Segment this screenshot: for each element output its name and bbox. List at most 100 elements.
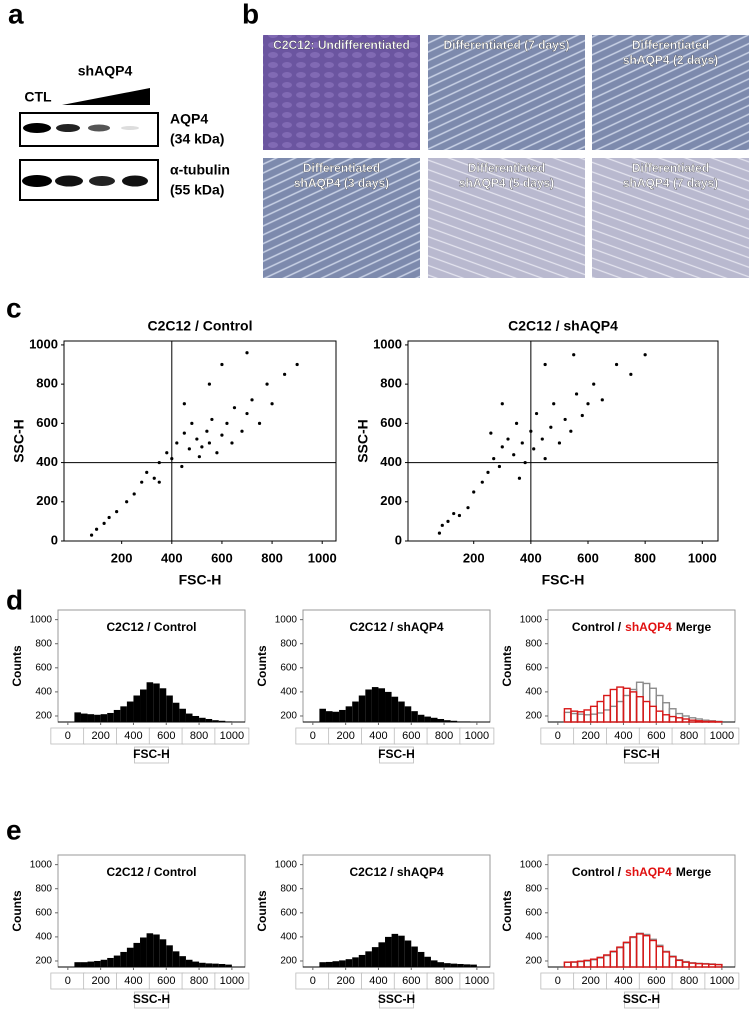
bar: [225, 964, 232, 967]
point: [207, 382, 212, 386]
bar: [444, 720, 451, 722]
y-tick-label: 600: [35, 907, 52, 918]
bar: [352, 957, 359, 967]
point: [540, 437, 544, 441]
point: [205, 429, 209, 433]
point: [572, 353, 576, 357]
bar: [450, 720, 458, 722]
protein-label: α-tubulin: [170, 162, 230, 178]
micrograph: [263, 35, 420, 150]
bar: [701, 720, 710, 723]
point: [270, 402, 274, 406]
bar: [107, 712, 114, 722]
y-axis-label: SSC-H: [11, 419, 27, 463]
point: [574, 392, 579, 396]
y-tick-label: 0: [51, 532, 58, 547]
y-tick-label: 1000: [520, 614, 543, 625]
label-box: [459, 972, 495, 990]
micrograph: [263, 158, 420, 278]
point: [514, 421, 519, 425]
micrograph-caption: Differentiated (7 days): [443, 38, 569, 52]
y-tick-label: 1000: [373, 336, 402, 351]
point: [486, 470, 490, 474]
y-tick-label: 1000: [275, 859, 298, 870]
point: [552, 402, 556, 406]
bar: [120, 951, 127, 967]
bar: [166, 695, 173, 722]
y-tick-label: 600: [280, 907, 297, 918]
title-part: Merge: [676, 620, 712, 634]
western-blot: CTL shAQP4 AQP4 (34 kDa) α-tubulin (55 k…: [19, 63, 230, 201]
point: [489, 431, 493, 435]
label-box: [704, 972, 740, 990]
bar: [371, 687, 379, 722]
chart-title: Control / shAQP4 Merge: [572, 620, 712, 634]
tick-label: 0: [65, 730, 71, 742]
chart-title: Control / shAQP4 Merge: [572, 865, 712, 879]
tick-label: 1000: [220, 730, 244, 742]
point: [265, 382, 269, 386]
bar: [463, 964, 471, 967]
tick-label: 1000: [465, 730, 489, 742]
bar: [325, 961, 333, 967]
x-tick-label: 1000: [308, 550, 337, 565]
point: [152, 476, 156, 480]
point: [220, 362, 224, 367]
bar: [385, 936, 392, 967]
bar: [179, 956, 186, 967]
point: [517, 476, 522, 480]
point: [440, 523, 444, 527]
point: [89, 533, 94, 537]
bar: [437, 718, 445, 722]
point: [563, 417, 567, 422]
tick-label: 1000: [710, 975, 734, 987]
plot-frame: [547, 609, 736, 723]
tick-label: 1000: [710, 730, 734, 742]
tick-label: 200: [91, 975, 109, 987]
label-box: [459, 727, 495, 745]
bar: [218, 963, 226, 967]
bar: [319, 962, 326, 967]
tick-label: 800: [435, 975, 453, 987]
bar: [199, 962, 206, 967]
point: [506, 437, 510, 441]
lane-label: CTL: [24, 89, 52, 105]
point: [437, 531, 442, 535]
point: [580, 413, 584, 418]
y-tick-label: 800: [380, 376, 402, 391]
bar: [708, 720, 717, 723]
micrograph-caption: Differentiated: [632, 161, 709, 175]
y-tick-label: 200: [380, 493, 402, 508]
bar: [444, 963, 451, 967]
bar: [218, 720, 226, 722]
y-tick-label: 1000: [30, 614, 53, 625]
y-tick-label: 800: [280, 638, 297, 649]
tick-label: 600: [647, 730, 665, 742]
dose-wedge: [62, 88, 150, 105]
bar: [424, 956, 431, 967]
bar: [457, 963, 464, 967]
point: [107, 515, 111, 520]
bar: [80, 713, 88, 722]
micrograph-caption: shAQP4 (7 days): [623, 176, 718, 190]
y-tick-label: 800: [280, 883, 297, 894]
title-part: Control /: [572, 620, 622, 634]
point: [140, 480, 144, 484]
y-tick-label: 200: [36, 493, 58, 508]
chart-title: C2C12 / shAQP4: [508, 318, 618, 334]
bar: [365, 689, 372, 722]
point: [145, 470, 149, 474]
x-tick-label: 400: [161, 550, 183, 565]
point: [295, 362, 299, 367]
bar: [404, 706, 412, 722]
bar: [172, 702, 180, 722]
y-axis-label: Counts: [500, 645, 514, 687]
plot-frame: [63, 340, 337, 542]
band: [55, 175, 83, 187]
tick-label: 600: [157, 730, 175, 742]
point: [175, 441, 179, 445]
bar: [430, 960, 438, 967]
x-tick-label: 1000: [688, 550, 717, 565]
bar: [159, 688, 167, 722]
bar: [133, 942, 141, 967]
